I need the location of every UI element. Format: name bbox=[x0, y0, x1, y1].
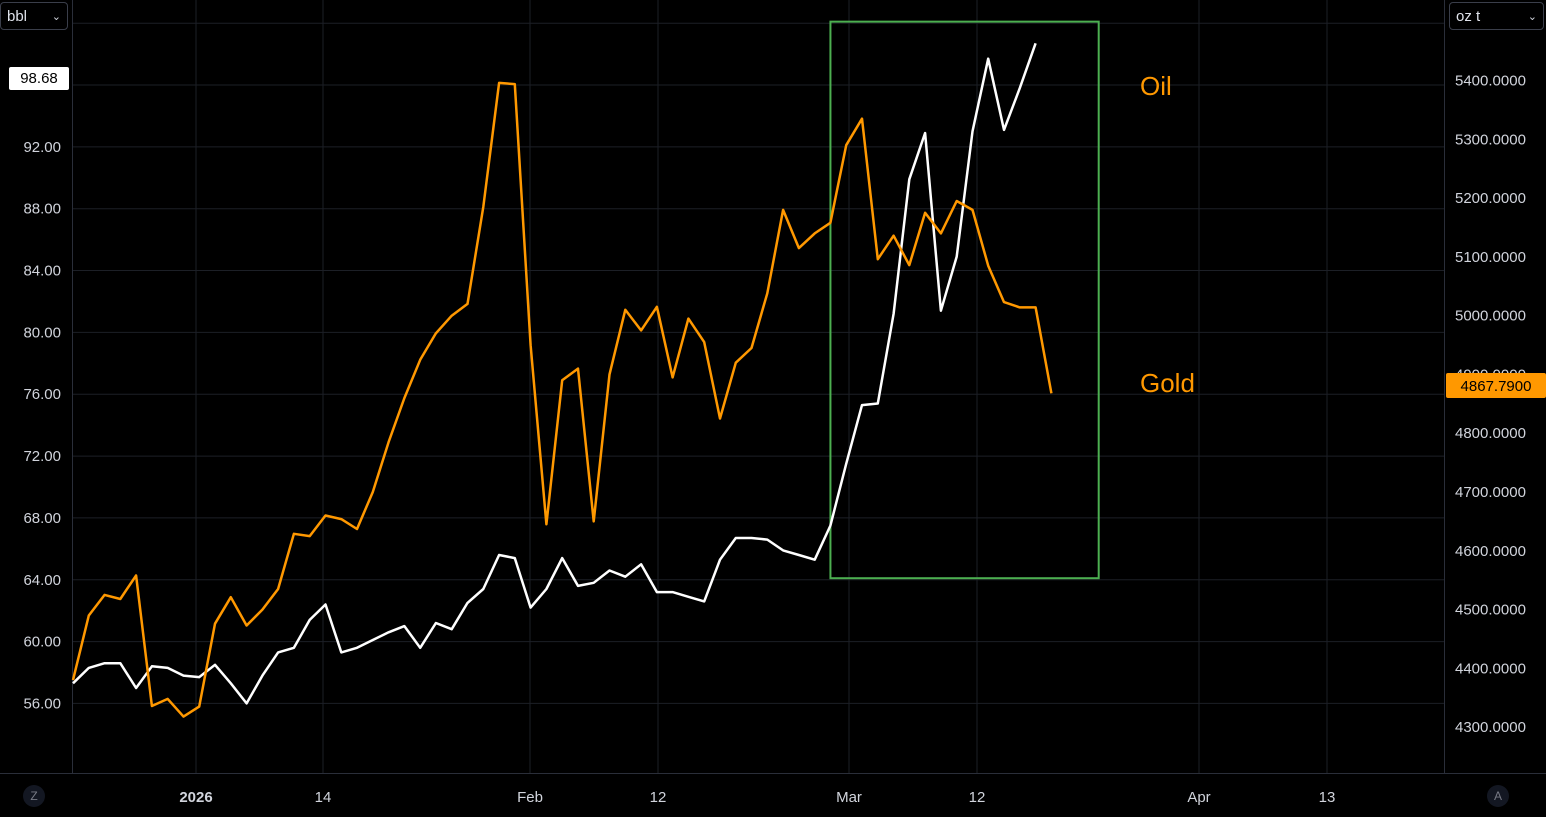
left-tick-label: 84.00 bbox=[23, 263, 61, 280]
right-unit-label: oz t bbox=[1456, 7, 1481, 25]
left-tick-label: 60.00 bbox=[23, 634, 61, 651]
right-tick-label: 5300.0000 bbox=[1455, 131, 1526, 148]
chevron-down-icon: ⌄ bbox=[51, 10, 61, 23]
time-tick-label: Feb bbox=[517, 789, 543, 806]
horizontal-gridlines bbox=[73, 22, 1444, 704]
right-tick-label: 4400.0000 bbox=[1455, 660, 1526, 677]
right-tick-label: 5400.0000 bbox=[1455, 73, 1526, 90]
time-tick-label: 13 bbox=[1319, 789, 1336, 806]
highlight-box bbox=[829, 20, 1100, 580]
vertical-gridlines bbox=[195, 0, 1328, 773]
zoom-toggle-button[interactable]: Z bbox=[23, 785, 45, 807]
right-tick-label: 5000.0000 bbox=[1455, 308, 1526, 325]
oil-annotation: Oil bbox=[1140, 71, 1172, 101]
left-tick-label: 64.00 bbox=[23, 572, 61, 589]
auto-scale-button[interactable]: A bbox=[1487, 785, 1509, 807]
gold-annotation: Gold bbox=[1140, 368, 1195, 398]
left-unit-select[interactable]: bbl ⌄ bbox=[0, 2, 68, 30]
time-tick-label: Apr bbox=[1187, 789, 1210, 806]
time-tick-label: 2026 bbox=[179, 789, 212, 806]
time-axis-ticks[interactable]: 2026 14 Feb 12 Mar 12 Apr 13 bbox=[179, 789, 1335, 806]
left-tick-label: 56.00 bbox=[23, 695, 61, 712]
right-tick-label: 5100.0000 bbox=[1455, 249, 1526, 266]
right-tick-label: 4600.0000 bbox=[1455, 543, 1526, 560]
gold-series-line bbox=[71, 81, 1053, 718]
right-unit-select[interactable]: oz t ⌄ bbox=[1449, 2, 1544, 30]
left-tick-label: 88.00 bbox=[23, 201, 61, 218]
left-axis-ticks[interactable]: 100.0096.0092.0088.0084.0080.0076.0072.0… bbox=[15, 15, 61, 712]
right-tick-label: 4700.0000 bbox=[1455, 484, 1526, 501]
right-tick-label: 4300.0000 bbox=[1455, 719, 1526, 736]
left-tick-label: 72.00 bbox=[23, 448, 61, 465]
gold-last-value: 4867.7900 bbox=[1461, 378, 1532, 395]
chevron-down-icon: ⌄ bbox=[1527, 10, 1537, 23]
left-tick-label: 76.00 bbox=[23, 386, 61, 403]
left-tick-label: 92.00 bbox=[23, 139, 61, 156]
time-tick-label: 14 bbox=[315, 789, 332, 806]
right-tick-label: 5200.0000 bbox=[1455, 190, 1526, 207]
gold-last-value-tag: 4867.7900 bbox=[1446, 373, 1546, 398]
time-tick-label: 12 bbox=[650, 789, 667, 806]
right-axis-ticks[interactable]: 5400.0000 5300.0000 5200.0000 5100.0000 5000… bbox=[1455, 73, 1526, 737]
oil-last-value: 98.68 bbox=[20, 70, 58, 87]
time-tick-label: 12 bbox=[969, 789, 986, 806]
left-tick-label: 68.00 bbox=[23, 510, 61, 527]
right-tick-label: 4800.0000 bbox=[1455, 425, 1526, 442]
oil-series-line bbox=[72, 42, 1037, 705]
left-unit-label: bbl bbox=[7, 7, 28, 25]
left-tick-label: 80.00 bbox=[23, 324, 61, 341]
time-tick-label: Mar bbox=[836, 789, 862, 806]
right-tick-label: 4500.0000 bbox=[1455, 602, 1526, 619]
oil-last-value-tag: 98.68 bbox=[9, 67, 69, 90]
